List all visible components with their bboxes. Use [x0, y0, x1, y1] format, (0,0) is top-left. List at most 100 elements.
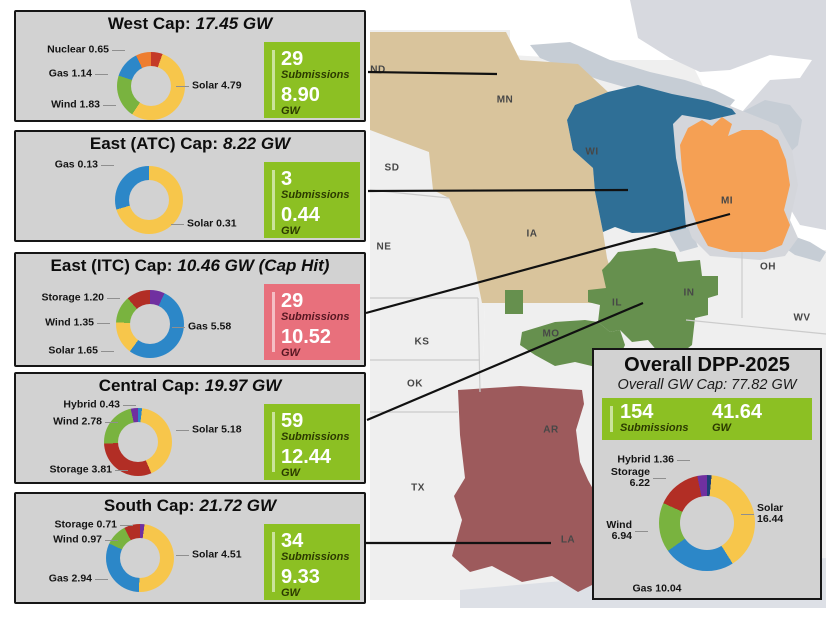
- panel-west-title-value: 17.45 GW: [195, 14, 273, 33]
- central-label-hybrid: Hybrid 0.43: [63, 398, 120, 411]
- south-stats-box: 34 Submissions 9.33 GW: [264, 524, 360, 600]
- state-label-ne: NE: [376, 241, 392, 253]
- central-label-wind: Wind 2.78: [53, 415, 102, 428]
- overall-gw-label: GW: [712, 422, 731, 434]
- panel-west-title-label: West Cap:: [107, 14, 191, 33]
- map-region-east-atc: [567, 85, 736, 233]
- west-gw-label: GW: [281, 105, 300, 117]
- central-donut-chart: Solar 5.18 Storage 3.81 Wind 2.78 Hybrid 0.…: [16, 374, 364, 482]
- map-region-central-patch: [505, 290, 523, 314]
- east-itc-label-solar: Solar 1.65: [48, 344, 98, 357]
- panel-east-itc: East (ITC) Cap: 10.46 GW (Cap Hit) Gas 5.…: [14, 252, 366, 367]
- label-leader-line: [120, 525, 133, 526]
- state-label-tx: TX: [411, 482, 425, 494]
- label-leader-line: [95, 74, 108, 75]
- panel-south-title-label: South Cap:: [103, 496, 195, 515]
- south-donut-chart: Solar 4.51 Gas 2.94 Wind 0.97 Storage 0.71: [16, 494, 364, 602]
- state-label-ks: KS: [414, 336, 430, 348]
- west-label-gas: Gas 1.14: [48, 67, 92, 80]
- label-leader-line: [107, 298, 120, 299]
- donut-hole: [118, 422, 158, 462]
- east-atc-label-solar: Solar 0.31: [187, 217, 237, 230]
- lake-superior: [530, 42, 735, 112]
- overall-label-hybrid: Hybrid 1.36: [617, 453, 674, 466]
- central-submissions-label: Submissions: [281, 431, 350, 443]
- east-itc-label-gas: Gas 5.58: [188, 320, 232, 333]
- label-leader-line: [115, 470, 128, 471]
- east-itc-label-storage: Storage 1.20: [41, 291, 104, 304]
- east-atc-submissions-count: 3: [281, 168, 293, 190]
- east-itc-submissions-count: 29: [281, 290, 304, 312]
- south-label-wind: Wind 0.97: [53, 533, 102, 546]
- panel-east-itc-title-value: 10.46 GW (Cap Hit): [177, 256, 330, 275]
- east-itc-gw-label: GW: [281, 347, 300, 359]
- west-donut: [117, 52, 185, 120]
- overall-donut-chart: Solar 16.44 Gas 10.04 Wind 6.94 Storage 6.22 Hy…: [594, 350, 820, 598]
- label-leader-line: [635, 531, 648, 532]
- panel-central-title-label: Central Cap:: [98, 376, 200, 395]
- east-atc-stats-box: 3 Submissions 0.44 GW: [264, 162, 360, 238]
- label-leader-line: [741, 514, 754, 515]
- label-leader-line: [101, 165, 114, 166]
- south-gw-value: 9.33: [281, 566, 320, 588]
- state-label-ok: OK: [407, 378, 423, 390]
- south-label-solar: Solar 4.51: [192, 548, 242, 561]
- label-leader-line: [112, 50, 125, 51]
- overall-gw-value: 41.64: [712, 401, 763, 423]
- east-itc-label-wind: Wind 1.35: [45, 316, 94, 329]
- label-leader-line: [123, 405, 136, 406]
- east-itc-donut-chart: Gas 5.58 Solar 1.65 Wind 1.35 Storage 1.20: [16, 254, 364, 365]
- south-donut: [106, 524, 174, 592]
- stats-accent-bar: [272, 412, 275, 472]
- state-label-ar: AR: [543, 424, 559, 436]
- south-label-storage: Storage 0.71: [54, 518, 117, 531]
- state-label-ia: IA: [526, 228, 538, 240]
- panel-south-title-value: 21.72 GW: [199, 496, 277, 515]
- central-stats-box: 59 Submissions 12.44 GW: [264, 404, 360, 480]
- label-leader-line: [176, 430, 189, 431]
- label-leader-line: [97, 323, 110, 324]
- state-label-la: LA: [560, 534, 576, 546]
- east-atc-donut: [115, 166, 183, 234]
- panel-central: Central Cap: 19.97 GW Solar 5.18 Storage 3…: [14, 372, 366, 484]
- south-label-gas: Gas 2.94: [48, 572, 92, 585]
- panel-east-itc-title-label: East (ITC) Cap:: [50, 256, 173, 275]
- overall-label-storage: Storage 6.22: [610, 466, 650, 489]
- central-donut: [104, 408, 172, 476]
- stats-accent-bar: [272, 532, 275, 592]
- stats-accent-bar: [272, 292, 275, 352]
- west-label-nuclear: Nuclear 0.65: [47, 43, 109, 56]
- state-label-mi: MI: [720, 195, 734, 207]
- label-leader-line: [105, 540, 118, 541]
- panel-west-title: West Cap: 17.45 GW: [16, 14, 364, 34]
- label-leader-line: [176, 86, 189, 87]
- overall-label-solar: Solar 16.44: [757, 502, 784, 525]
- stats-accent-bar: [272, 170, 275, 230]
- map-land-ontario: [630, 0, 826, 230]
- overall-gw: 41.64 GW: [712, 402, 762, 438]
- east-itc-donut: [116, 290, 184, 358]
- west-donut-chart: Solar 4.79 Wind 1.83 Gas 1.14 Nuclear 0.65: [16, 12, 364, 120]
- east-atc-gw-value: 0.44: [281, 204, 320, 226]
- label-leader-line: [653, 478, 666, 479]
- central-submissions-count: 59: [281, 410, 304, 432]
- state-label-nd: ND: [370, 64, 386, 76]
- overall-title: Overall DPP-2025: [624, 354, 790, 376]
- east-atc-donut-chart: Solar 0.31 Gas 0.13: [16, 132, 364, 240]
- overall-donut: [659, 475, 755, 571]
- panel-south-title: South Cap: 21.72 GW: [16, 496, 364, 516]
- panel-east-atc-title-label: East (ATC) Cap:: [89, 134, 219, 153]
- central-gw-label: GW: [281, 467, 300, 479]
- west-submissions-label: Submissions: [281, 69, 350, 81]
- label-leader-line: [172, 327, 185, 328]
- overall-label-wind: Wind 6.94: [606, 519, 632, 542]
- donut-hole: [680, 496, 734, 550]
- east-atc-gw-label: GW: [281, 225, 300, 237]
- panel-west: West Cap: 17.45 GW Solar 4.79 Wind 1.83 Gas…: [14, 10, 366, 122]
- south-submissions-count: 34: [281, 530, 304, 552]
- label-leader-line: [176, 555, 189, 556]
- label-leader-line: [101, 351, 114, 352]
- panel-south: South Cap: 21.72 GW Solar 4.51 Gas 2.94 Win…: [14, 492, 366, 604]
- panel-east-atc-title-value: 8.22 GW: [223, 134, 291, 153]
